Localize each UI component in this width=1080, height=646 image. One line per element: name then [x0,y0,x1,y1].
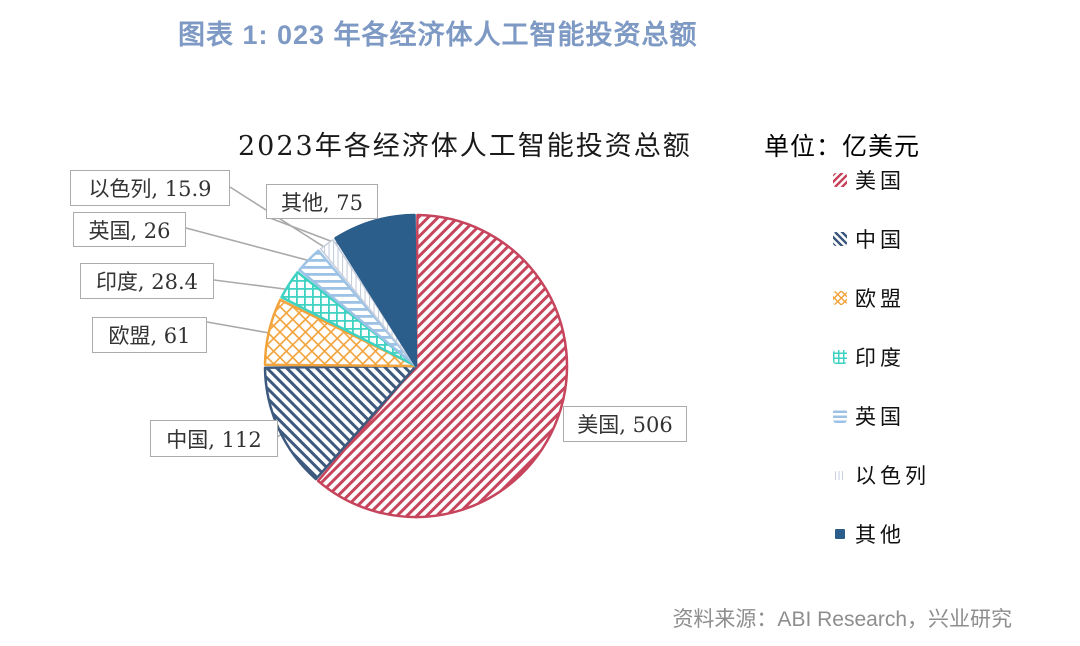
legend-swatch-us-icon [833,173,847,187]
legend-item-israel: 以色列 [833,463,930,488]
legend-label-eu: 欧盟 [855,287,905,311]
legend-swatch-eu-icon [833,291,847,305]
chart-title: 2023年各经济体人工智能投资总额 [238,131,692,162]
source-note: 资料来源：ABI Research，兴业研究 [672,608,1012,631]
figure-caption: 图表 1: 023 年各经济体人工智能投资总额 [178,20,698,50]
callout-israel: 以色列, 15.9 [70,170,230,206]
legend-item-uk: 英国 [833,404,930,429]
legend-label-india: 印度 [855,346,905,370]
unit-label: 单位：亿美元 [764,132,921,161]
legend-item-us: 美国 [833,168,930,193]
leader-line-uk [185,227,319,264]
callout-eu: 欧盟, 61 [92,317,207,353]
legend: 美国 中国 欧盟 印度 英国 以色列 其他 [833,168,930,547]
legend-swatch-india-icon [833,350,847,364]
callout-other: 其他, 75 [266,184,378,219]
legend-label-china: 中国 [855,228,905,252]
callout-uk-label: 英国, 26 [88,218,171,243]
pie-slice-other [334,213,418,368]
pie-slice-cn [263,364,418,481]
pie-slice-uk [298,249,418,368]
pie-slice-eu [263,298,418,368]
legend-item-eu: 欧盟 [833,286,930,311]
callout-other-label: 其他, 75 [280,190,364,215]
callout-china-label: 中国, 112 [166,427,262,452]
leader-line-israel [229,186,333,253]
callout-india-label: 印度, 28.4 [95,270,199,294]
pie-slice-in [280,270,418,368]
callout-israel-label: 以色列, 15.9 [88,177,212,201]
leader-line-other [269,217,342,246]
legend-item-china: 中国 [833,227,930,252]
pie-slice-us [316,213,569,519]
legend-swatch-uk-icon [833,409,847,423]
legend-label-uk: 英国 [855,405,905,429]
pie [263,213,569,519]
callout-eu-label: 欧盟, 61 [108,324,191,348]
pie-slice-il [319,239,417,367]
legend-label-us: 美国 [855,169,905,193]
leader-line-eu [206,321,276,335]
callout-us: 美国, 506 [563,406,687,442]
callout-us-label: 美国, 506 [577,413,673,437]
legend-swatch-other-icon [835,529,845,539]
legend-item-other: 其他 [833,522,930,547]
legend-item-india: 印度 [833,345,930,370]
callout-china: 中国, 112 [150,420,278,457]
callout-uk: 英国, 26 [73,212,186,247]
callout-india: 印度, 28.4 [80,263,214,299]
legend-label-israel: 以色列 [855,464,930,488]
legend-swatch-israel-icon [835,470,844,480]
legend-label-other: 其他 [855,523,905,547]
legend-swatch-china-icon [833,232,847,246]
